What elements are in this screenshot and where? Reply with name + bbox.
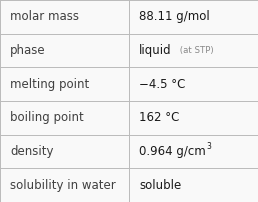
Text: 0.964 g/cm: 0.964 g/cm (139, 145, 206, 158)
Text: density: density (10, 145, 54, 158)
Text: (at STP): (at STP) (176, 46, 213, 55)
Text: −4.5 °C: −4.5 °C (139, 78, 186, 91)
Text: solubility in water: solubility in water (10, 179, 116, 192)
Text: 3: 3 (207, 142, 212, 151)
Text: melting point: melting point (10, 78, 90, 91)
Text: phase: phase (10, 44, 46, 57)
Text: liquid: liquid (139, 44, 172, 57)
Text: boiling point: boiling point (10, 111, 84, 124)
Text: 88.11 g/mol: 88.11 g/mol (139, 10, 210, 23)
Text: molar mass: molar mass (10, 10, 79, 23)
Text: 162 °C: 162 °C (139, 111, 180, 124)
Text: soluble: soluble (139, 179, 182, 192)
